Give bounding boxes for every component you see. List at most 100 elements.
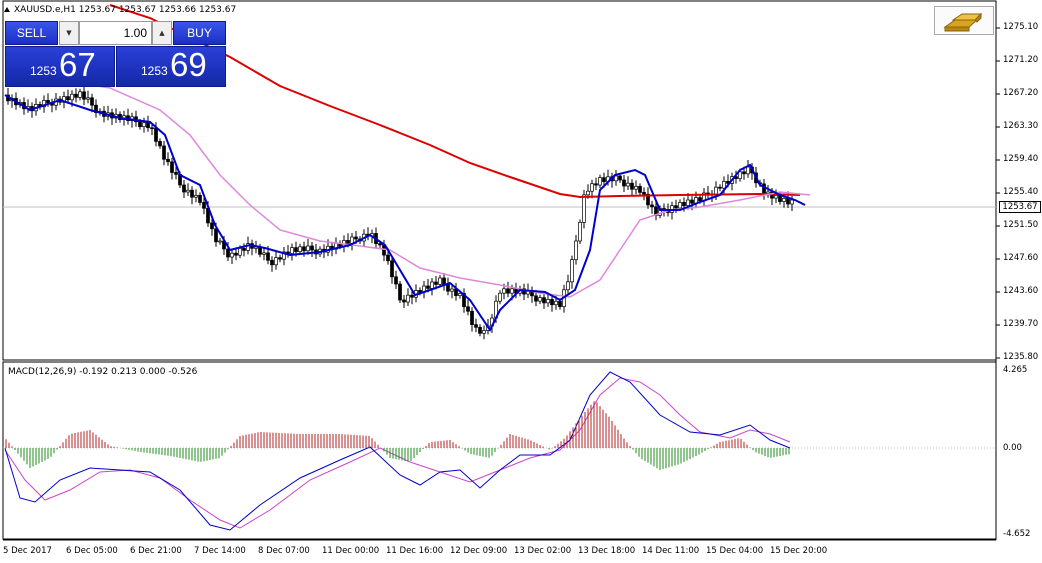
sell-price-small: 1253: [30, 64, 57, 78]
buy-button[interactable]: BUY: [173, 21, 226, 45]
lot-size-input[interactable]: 1.00: [79, 21, 152, 45]
candle-body: [646, 193, 650, 206]
candle-body: [238, 248, 242, 256]
candle-body: [186, 189, 190, 193]
price-label: 1247.60: [1003, 253, 1039, 263]
candle-body: [42, 100, 46, 108]
lot-decrease-button[interactable]: ▼: [59, 21, 79, 45]
candle-body: [406, 294, 410, 303]
candle-body: [686, 199, 690, 206]
price-label: 1243.60: [1003, 286, 1039, 296]
candle-body: [346, 240, 350, 244]
candle-body: [158, 141, 162, 147]
candle-body: [230, 252, 234, 258]
price-label: 1255.40: [1003, 187, 1039, 197]
candle-body: [146, 122, 150, 129]
candle-body: [546, 299, 550, 304]
moving-average-fast: [4, 94, 806, 332]
price-label: 1275.10: [1003, 22, 1039, 32]
candle-body: [450, 288, 454, 292]
candle-body: [162, 145, 166, 160]
price-label: 1259.40: [1003, 154, 1039, 164]
lot-increase-button[interactable]: ▲: [152, 21, 172, 45]
candle-body: [298, 246, 302, 252]
time-label: 15 Dec 20:00: [770, 546, 828, 556]
candle-body: [534, 295, 538, 302]
macd-title: MACD(12,26,9) -0.192 0.213 0.000 -0.526: [8, 367, 198, 377]
candle-body: [570, 259, 574, 283]
moving-average-slow: [109, 4, 801, 199]
candle-body: [502, 288, 506, 294]
candle-body: [462, 293, 466, 308]
time-label: 7 Dec 14:00: [194, 546, 246, 556]
candle-body: [354, 236, 358, 240]
candle-body: [578, 221, 582, 242]
candle-body: [722, 181, 726, 189]
sell-price-box[interactable]: 1253 67: [5, 46, 115, 87]
time-label: 6 Dec 05:00: [66, 546, 118, 556]
candle-body: [190, 189, 194, 198]
candle-body: [790, 199, 794, 205]
candle-body: [194, 195, 198, 198]
symbol-title: XAUUSD.e,H1 1253.67 1253.67 1253.66 1253…: [14, 5, 237, 15]
moving-average-mid: [4, 74, 811, 298]
candle-body: [618, 175, 622, 181]
time-label: 12 Dec 09:00: [450, 546, 508, 556]
candle-body: [582, 194, 586, 223]
macd-axis-label: 0.00: [1003, 443, 1022, 453]
candle-body: [402, 299, 406, 303]
triangle-up-icon: ▲: [159, 29, 165, 37]
candle-body: [266, 252, 270, 261]
candle-body: [214, 228, 218, 243]
candle-body: [642, 192, 646, 195]
time-label: 15 Dec 04:00: [706, 546, 764, 556]
macd-frame: [2, 361, 997, 540]
current-price-tag: 1253.67: [999, 201, 1041, 213]
candle-body: [278, 257, 282, 260]
candle-body: [386, 254, 390, 262]
price-label: 1235.80: [1003, 352, 1039, 362]
candle-body: [590, 183, 594, 192]
candle-body: [786, 198, 790, 205]
candle-body: [614, 175, 618, 182]
candle-body: [174, 172, 178, 175]
candle-body: [306, 245, 310, 252]
candle-body: [74, 93, 78, 98]
candle-body: [742, 171, 746, 175]
candle-body: [394, 276, 398, 285]
candle-body: [82, 91, 86, 100]
candle-body: [762, 183, 766, 195]
candle-body: [218, 240, 222, 243]
triangle-up-icon: [4, 7, 10, 12]
candle-body: [166, 158, 170, 163]
candle-body: [90, 97, 94, 106]
candle-body: [442, 277, 446, 285]
candle-body: [426, 285, 430, 289]
time-label: 14 Dec 11:00: [642, 546, 700, 556]
candle-body: [142, 122, 146, 128]
candle-body: [698, 197, 702, 202]
time-label: 11 Dec 16:00: [386, 546, 444, 556]
candle-body: [434, 281, 438, 285]
candle-body: [390, 260, 394, 278]
buy-price-big: 69: [170, 46, 207, 83]
candle-body: [586, 190, 590, 196]
candle-body: [86, 97, 90, 100]
sell-button[interactable]: SELL: [5, 21, 58, 45]
candle-body: [310, 245, 314, 251]
candle-body: [70, 93, 74, 101]
candle-body: [678, 202, 682, 209]
time-label: 13 Dec 18:00: [578, 546, 636, 556]
candle-body: [458, 293, 462, 296]
candle-body: [774, 195, 778, 199]
candle-body: [430, 281, 434, 289]
candle-body: [626, 182, 630, 187]
price-label: 1251.50: [1003, 220, 1039, 230]
buy-price-box[interactable]: 1253 69: [116, 46, 226, 87]
candle-body: [226, 248, 230, 258]
macd-histogram: [5, 401, 790, 470]
candle-body: [378, 243, 382, 246]
candles: [6, 86, 794, 340]
macd-main-line: [4, 371, 791, 531]
